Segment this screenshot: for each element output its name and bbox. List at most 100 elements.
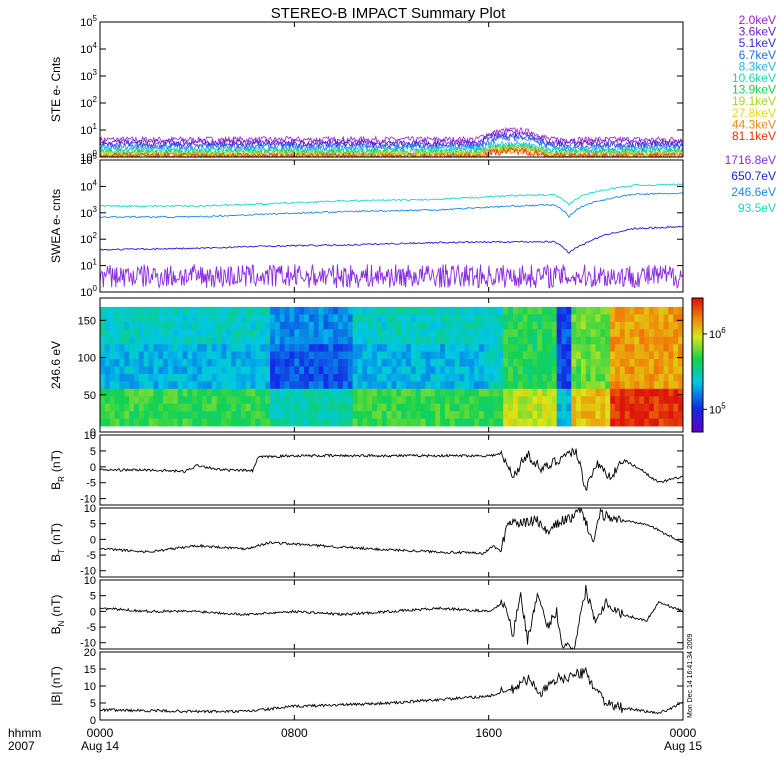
pitch-cell <box>435 373 441 382</box>
pitch-cell <box>517 411 524 419</box>
pitch-cell <box>104 336 111 345</box>
pitch-cell <box>109 418 115 427</box>
pitch-cell <box>396 366 402 375</box>
pitch-cell <box>629 351 635 360</box>
pitch-cell <box>109 366 115 375</box>
pitch-cell <box>226 366 232 375</box>
pitch-cell <box>260 344 266 352</box>
pitch-cell <box>527 321 533 330</box>
pitch-cell <box>250 336 256 345</box>
pitch-cell <box>556 336 562 345</box>
pitch-cell <box>197 403 203 412</box>
pitch-cell <box>561 411 567 419</box>
pitch-cell <box>673 366 679 375</box>
pitch-cell <box>634 366 640 375</box>
pitch-cell <box>236 336 242 345</box>
colorbar-step <box>692 315 703 319</box>
br-ytick-label-0: -10 <box>80 494 96 506</box>
pitch-cell <box>498 388 504 397</box>
pitch-cell <box>367 366 373 375</box>
pitch-cell <box>333 306 339 315</box>
pitch-cell <box>231 314 237 323</box>
pitch-cell <box>211 418 217 427</box>
pitch-cell <box>245 418 252 427</box>
pitch-cell <box>653 306 660 315</box>
pitch-cell <box>357 306 363 315</box>
pitch-cell <box>104 329 111 338</box>
pitch-cell <box>410 359 417 367</box>
pitch-cell <box>396 388 402 397</box>
pitch-cell <box>648 329 655 338</box>
pitch-cell <box>556 388 562 397</box>
pitch-cell <box>114 306 120 315</box>
pitch-cell <box>435 381 441 390</box>
pitch-cell <box>240 366 247 375</box>
pitch-cell <box>595 314 601 323</box>
pitch-cell <box>644 381 650 390</box>
pitch-cell <box>663 321 669 330</box>
pitch-cell <box>663 306 669 315</box>
pitch-cell <box>474 403 480 412</box>
pitch-cell <box>512 396 519 405</box>
pitch-cell <box>177 396 183 405</box>
pitch-cell <box>236 314 242 323</box>
colorbar-step <box>692 416 703 420</box>
pitch-cell <box>396 329 402 338</box>
colorbar-step <box>692 376 703 379</box>
pitch-cell <box>231 381 237 390</box>
pitch-cell <box>158 351 164 360</box>
colorbar-step <box>692 402 703 406</box>
pitch-cell <box>639 359 645 367</box>
pitch-cell <box>381 403 388 412</box>
pitch-cell <box>338 321 344 330</box>
pitch-cell <box>503 411 509 419</box>
pitch-cell <box>454 344 460 352</box>
pitch-cell <box>614 321 621 330</box>
pitch-cell <box>114 381 120 390</box>
pitch-cell <box>323 411 329 419</box>
pitch-cell <box>406 321 412 330</box>
pitch-cell <box>163 373 169 382</box>
pitch-cell <box>410 381 417 390</box>
pitch-cell <box>454 351 460 360</box>
pitch-cell <box>648 403 655 412</box>
pitch-cell <box>231 388 237 397</box>
pitch-cell <box>240 373 247 382</box>
time-tick-label-1: 0800 <box>281 726 308 740</box>
pitch-cell <box>488 411 494 419</box>
pitch-cell <box>240 396 247 405</box>
pitch-cell <box>104 418 111 427</box>
pitch-cell <box>532 403 538 412</box>
pitch-cell <box>347 366 354 375</box>
pitch-cell <box>401 359 407 367</box>
pitch-cell <box>158 359 164 367</box>
pitch-cell <box>425 306 431 315</box>
pitch-cell <box>172 396 179 405</box>
pitch-cell <box>430 388 436 397</box>
pitch-cell <box>328 351 334 360</box>
pitch-cell <box>376 351 383 360</box>
pitch-cell <box>478 336 485 345</box>
pitch-cell <box>260 373 266 382</box>
pitch-cell <box>206 373 213 382</box>
pitch-cell <box>168 351 174 360</box>
pitch-cell <box>571 351 577 360</box>
pitch-cell <box>648 396 655 405</box>
pitch-cell <box>542 396 548 405</box>
pitch-cell <box>542 336 548 345</box>
pitch-cell <box>493 344 499 352</box>
pitch-cell <box>372 321 378 330</box>
pitch-cell <box>270 381 276 390</box>
pitch-cell <box>595 351 601 360</box>
pitch-cell <box>435 321 441 330</box>
pitch-cell <box>668 396 674 405</box>
pitch-cell <box>211 351 217 360</box>
swea-ytick-label-0-base: 10 <box>80 287 92 299</box>
pitch-cell <box>362 321 368 330</box>
pitch-cell <box>614 418 621 427</box>
pitch-cell <box>318 366 324 375</box>
pitch-cell <box>109 359 115 367</box>
pitch-cell <box>478 314 485 323</box>
pitch-cell <box>585 351 592 360</box>
pitch-cell <box>663 396 669 405</box>
